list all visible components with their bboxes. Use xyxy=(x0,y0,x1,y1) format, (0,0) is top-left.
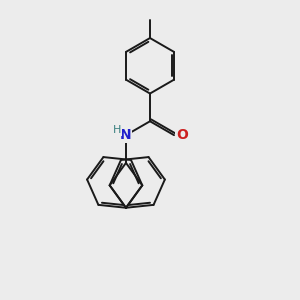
Text: N: N xyxy=(120,128,132,142)
Text: O: O xyxy=(176,128,188,142)
Text: H: H xyxy=(113,125,121,135)
